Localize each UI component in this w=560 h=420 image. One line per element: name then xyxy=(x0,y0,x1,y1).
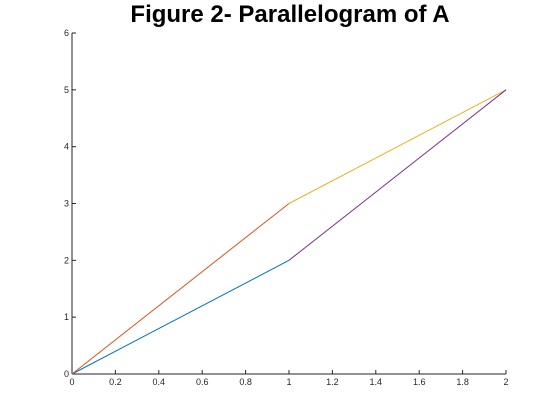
series-line-3 xyxy=(288,89,507,204)
x-tick-label: 0.2 xyxy=(109,377,122,387)
axes: 0 0.2 0.4 0.6 0.8 1 1.2 1.4 1.6 1.8 2 0 1 2 3 4 5 6 xyxy=(64,28,509,387)
series-line-4 xyxy=(288,89,507,261)
x-tick-label: 0.6 xyxy=(196,377,209,387)
series-group xyxy=(71,89,507,375)
chart-title: Figure 2- Parallelogram of A xyxy=(130,1,449,28)
y-tick-label: 1 xyxy=(64,312,69,322)
y-tick-label: 6 xyxy=(64,28,69,38)
series-line-2 xyxy=(71,203,290,375)
y-tick-label: 5 xyxy=(64,85,69,95)
x-tick-label: 0.8 xyxy=(239,377,252,387)
y-tick-label: 0 xyxy=(64,369,69,379)
x-tick-label: 0 xyxy=(69,377,74,387)
x-tick-label: 1.2 xyxy=(326,377,339,387)
y-tick-label: 3 xyxy=(64,199,69,209)
series-line-1 xyxy=(71,259,290,375)
x-tick-label: 1.8 xyxy=(456,377,469,387)
x-tick-label: 2 xyxy=(503,377,508,387)
x-tick-label: 1.4 xyxy=(370,377,383,387)
x-tick-label: 1 xyxy=(286,377,291,387)
y-tick-label: 4 xyxy=(64,142,69,152)
x-tick-label: 0.4 xyxy=(153,377,166,387)
x-tick-label: 1.6 xyxy=(413,377,426,387)
y-tick-label: 2 xyxy=(64,255,69,265)
